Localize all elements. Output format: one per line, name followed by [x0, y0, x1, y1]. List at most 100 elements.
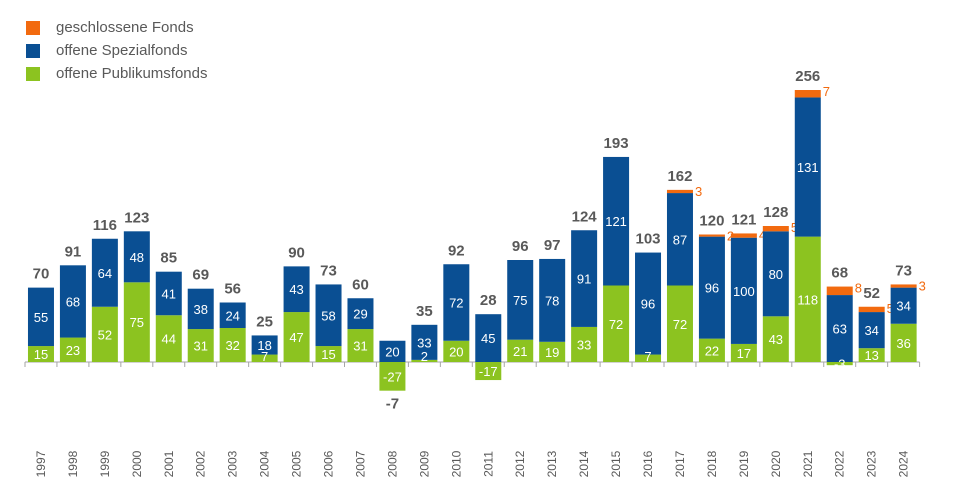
x-tick-label-2017: 2017 — [673, 450, 687, 477]
label-special-2019: 100 — [733, 284, 755, 299]
bar-public-2002 — [187, 329, 214, 362]
label-public-1997: 15 — [34, 347, 48, 362]
bar-public-2011 — [475, 362, 502, 381]
x-tick-label-2003: 2003 — [226, 450, 240, 477]
label-special-2010: 72 — [449, 296, 463, 311]
bar-public-2016 — [635, 354, 662, 362]
bar-public-2008 — [379, 362, 406, 391]
bar-public-2005 — [283, 312, 310, 362]
x-tick-label-2012: 2012 — [513, 450, 527, 477]
x-tick-label-2005: 2005 — [290, 450, 304, 477]
label-public-2013: 19 — [545, 345, 559, 360]
label-public-2010: 20 — [449, 344, 463, 359]
bar-public-2015 — [603, 285, 630, 362]
bar-public-2012 — [507, 339, 534, 362]
bar-closed-2022 — [826, 286, 853, 296]
label-total-2014: 124 — [572, 208, 598, 225]
x-tick-label-2021: 2021 — [801, 450, 815, 477]
label-special-2022: 63 — [832, 322, 846, 337]
bar-closed-2018 — [698, 234, 725, 237]
label-public-2024: 36 — [896, 336, 910, 351]
label-total-2022: 68 — [831, 265, 848, 282]
bar-special-2016 — [635, 252, 662, 355]
bar-special-2017 — [666, 193, 693, 286]
x-tick-label-2006: 2006 — [322, 450, 336, 477]
label-public-2021: 118 — [797, 292, 818, 307]
label-special-2018: 96 — [705, 281, 719, 296]
label-total-1999: 116 — [93, 217, 117, 234]
label-public-2018: 22 — [705, 343, 719, 358]
label-total-2002: 69 — [192, 267, 209, 284]
legend-label-special-funds: offene Spezialfonds — [56, 42, 188, 59]
bar-public-2000 — [123, 282, 150, 362]
bar-public-2007 — [347, 329, 374, 362]
bar-public-2004 — [251, 354, 278, 362]
bar-special-2010 — [443, 264, 470, 341]
bar-public-2019 — [730, 343, 757, 362]
label-total-2024: 73 — [895, 262, 912, 279]
label-total-2007: 60 — [352, 276, 369, 293]
bar-special-2000 — [123, 231, 150, 283]
label-closed-2018: 2 — [727, 229, 734, 244]
legend-swatch-public-funds — [26, 66, 40, 81]
bar-special-2005 — [283, 266, 310, 313]
bar-special-2021 — [794, 97, 821, 237]
label-total-2015: 193 — [604, 135, 629, 152]
label-total-1997: 70 — [33, 266, 50, 283]
label-public-2002: 31 — [193, 339, 207, 354]
bar-public-1999 — [91, 306, 118, 362]
legend-label-closed-funds: geschlossene Fonds — [56, 19, 194, 36]
bar-special-2001 — [155, 271, 182, 316]
x-tick-label-2000: 2000 — [130, 450, 144, 477]
x-tick-label-2019: 2019 — [737, 450, 751, 477]
bar-public-1997 — [27, 346, 54, 362]
label-public-2001: 44 — [162, 332, 176, 347]
bar-closed-2024 — [890, 284, 917, 288]
x-tick-label-2018: 2018 — [705, 450, 719, 477]
label-special-2009: 33 — [417, 335, 431, 350]
label-public-2009: 2 — [421, 349, 428, 364]
bar-closed-2021 — [794, 90, 821, 98]
label-special-2020: 80 — [769, 267, 783, 282]
label-special-2001: 41 — [162, 286, 176, 301]
label-total-2017: 162 — [667, 168, 692, 185]
label-special-2000: 48 — [130, 250, 144, 265]
bar-public-2001 — [155, 315, 182, 362]
bar-public-2013 — [539, 341, 566, 362]
x-tick-label-2011: 2011 — [481, 451, 495, 477]
label-special-1999: 64 — [98, 266, 112, 281]
bar-special-2012 — [507, 260, 534, 340]
bar-special-2009 — [411, 324, 438, 360]
bar-special-2002 — [187, 288, 214, 330]
x-tick-label-2013: 2013 — [545, 450, 559, 477]
x-tick-label-1999: 1999 — [98, 450, 112, 477]
bar-special-2014 — [571, 230, 598, 327]
label-total-2003: 56 — [224, 281, 241, 298]
label-total-1998: 91 — [65, 243, 82, 260]
label-special-2002: 38 — [193, 302, 207, 317]
legend-item-closed-funds: geschlossene Fonds — [26, 16, 208, 39]
bar-special-2023 — [858, 312, 885, 349]
x-tick-label-1998: 1998 — [66, 450, 80, 477]
label-closed-2023: 5 — [887, 301, 894, 316]
label-total-2019: 121 — [731, 211, 756, 228]
label-public-1998: 23 — [66, 343, 80, 358]
label-total-2020: 128 — [763, 204, 788, 221]
bar-public-2024 — [890, 323, 917, 362]
label-closed-2020: 5 — [791, 220, 798, 235]
x-tick-label-1997: 1997 — [34, 450, 48, 477]
label-total-2009: 35 — [416, 303, 433, 320]
legend-swatch-closed-funds — [26, 20, 40, 35]
label-public-2000: 75 — [130, 315, 144, 330]
bar-closed-2023 — [858, 306, 885, 313]
label-public-2004: 7 — [261, 349, 268, 364]
bar-special-2008 — [379, 340, 406, 362]
bar-special-2020 — [762, 231, 789, 317]
label-public-2005: 47 — [289, 330, 303, 345]
label-closed-2022: 8 — [855, 281, 862, 296]
label-total-2012: 96 — [512, 238, 529, 255]
label-total-2018: 120 — [699, 213, 724, 230]
bar-public-2020 — [762, 316, 789, 362]
label-special-1998: 68 — [66, 294, 80, 309]
label-special-2021: 131 — [797, 160, 819, 175]
